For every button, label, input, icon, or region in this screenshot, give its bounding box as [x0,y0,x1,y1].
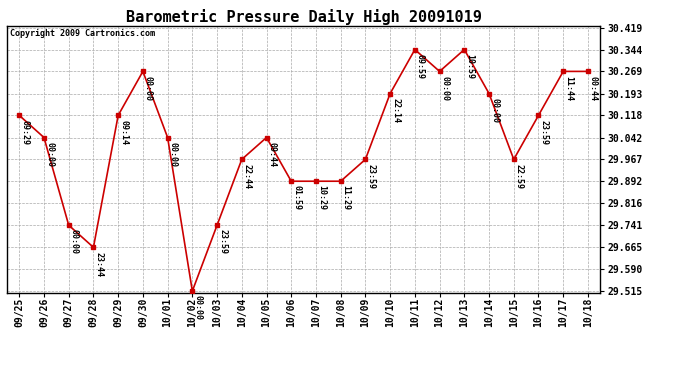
Text: 22:14: 22:14 [391,98,400,123]
Text: 00:00: 00:00 [45,142,54,167]
Text: Copyright 2009 Cartronics.com: Copyright 2009 Cartronics.com [10,29,155,38]
Text: 00:00: 00:00 [193,295,202,320]
Text: 01:59: 01:59 [293,185,302,210]
Text: 23:59: 23:59 [366,164,375,189]
Text: 10:59: 10:59 [465,54,474,79]
Text: 00:44: 00:44 [589,76,598,100]
Text: 09:59: 09:59 [416,54,425,79]
Text: 10:29: 10:29 [317,185,326,210]
Text: 09:44: 09:44 [268,142,277,167]
Text: 23:44: 23:44 [95,252,103,276]
Text: 22:44: 22:44 [243,164,252,189]
Text: 00:00: 00:00 [70,230,79,254]
Text: 11:29: 11:29 [342,185,351,210]
Text: 22:59: 22:59 [515,164,524,189]
Text: 09:14: 09:14 [119,120,128,144]
Text: 11:44: 11:44 [564,76,573,100]
Text: 23:59: 23:59 [218,230,227,254]
Text: 09:29: 09:29 [20,120,29,144]
Text: 00:00: 00:00 [168,142,177,167]
Text: 23:59: 23:59 [540,120,549,144]
Text: 00:00: 00:00 [144,76,153,100]
Title: Barometric Pressure Daily High 20091019: Barometric Pressure Daily High 20091019 [126,9,482,25]
Text: 00:00: 00:00 [441,76,450,100]
Text: 00:00: 00:00 [490,98,499,123]
